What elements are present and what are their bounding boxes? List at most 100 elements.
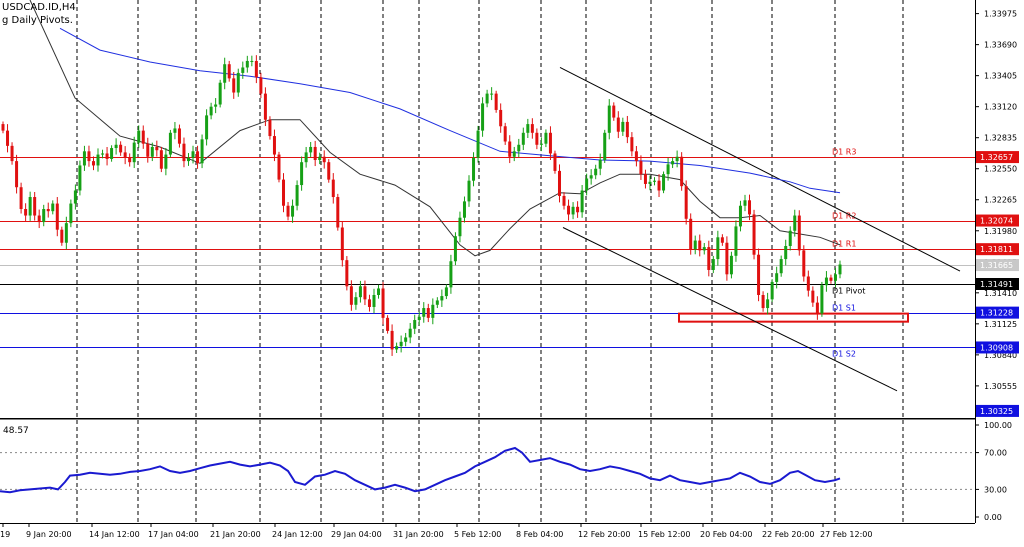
candle-body <box>671 161 675 165</box>
current-price-box <box>976 259 1019 272</box>
pivot-line-label: D1 Pivot <box>832 287 865 296</box>
candle-body <box>214 104 218 107</box>
candle-body <box>625 121 629 138</box>
candle-body <box>236 72 240 93</box>
candle-body <box>78 165 82 191</box>
candle-body <box>300 162 304 186</box>
axes <box>0 0 976 524</box>
rsi-tick-label: 100.00 <box>984 421 1012 430</box>
candle-body <box>132 142 136 163</box>
time-tick-label: 14 Jan 12:00 <box>89 530 140 539</box>
pivot-price-box-text: 1.31228 <box>980 309 1013 318</box>
candle-body <box>811 290 815 303</box>
time-tick-label: 22 Feb 20:00 <box>762 530 814 539</box>
candle-body <box>1 124 5 131</box>
indicator-title: g Daily Pivots. <box>2 15 73 26</box>
time-tick-label: 20 Feb 04:00 <box>700 530 752 539</box>
candle-body <box>738 205 742 227</box>
candle-body <box>666 164 670 175</box>
candle-body <box>467 180 471 202</box>
candle-body <box>838 264 842 275</box>
moving-averages <box>29 0 841 257</box>
candle-body <box>223 64 227 83</box>
candle-body <box>621 121 625 132</box>
candle-body <box>530 124 534 133</box>
candle-body <box>426 308 430 318</box>
candle-body <box>272 136 276 155</box>
candle-body <box>209 106 213 116</box>
candle-body <box>481 103 485 131</box>
candle-body <box>784 246 788 260</box>
candle-body <box>309 146 313 153</box>
candle-body <box>630 137 634 152</box>
candle-body <box>277 154 281 180</box>
candle-body <box>404 337 408 342</box>
candle-body <box>254 60 258 78</box>
candle-body <box>105 153 109 159</box>
price-tick-label: 1.31410 <box>984 289 1017 298</box>
pivot-line-label: D1 R1 <box>832 240 856 249</box>
candle-body <box>435 300 439 305</box>
rsi-value-label: 48.57 <box>3 426 29 436</box>
candle-body <box>766 299 770 309</box>
candle-body <box>675 156 679 162</box>
candle-body <box>616 117 620 132</box>
candle-body <box>684 186 688 219</box>
candle-body <box>594 168 598 176</box>
time-tick-label: 8 Feb 04:00 <box>516 530 563 539</box>
axis-labels: 1.33975 1.33690 1.33405 1.33120 1.32835 1.325… <box>0 10 1019 539</box>
candle-body <box>318 156 322 161</box>
candle-body <box>702 247 706 251</box>
candle-body <box>55 203 59 230</box>
bottom-price-box-text: 1.30325 <box>980 407 1013 416</box>
candle-body <box>295 185 299 206</box>
candle-body <box>662 174 666 191</box>
rsi-panel: 48.57 <box>0 418 975 494</box>
candle-body <box>123 152 127 158</box>
pivot-price-box-text: 1.31491 <box>980 280 1013 289</box>
candle-body <box>168 132 172 155</box>
grid <box>76 0 904 523</box>
time-tick-label: 15 Feb 12:00 <box>638 530 690 539</box>
candle-body <box>657 180 661 191</box>
candle-body <box>363 286 367 300</box>
candle-body <box>680 156 684 187</box>
time-tick-label: 21 Jan 20:00 <box>210 530 261 539</box>
candle-body <box>499 109 503 127</box>
candle-body <box>521 132 525 145</box>
candle-body <box>829 277 833 281</box>
candle-body <box>60 229 64 243</box>
pivot-line-label: D1 S2 <box>832 350 856 359</box>
candle-body <box>205 115 209 140</box>
support-zone <box>678 312 909 323</box>
candle-body <box>567 205 571 215</box>
candle-body <box>824 277 828 286</box>
time-tick-label: 12 Feb 20:00 <box>578 530 630 539</box>
candle-body <box>28 197 32 216</box>
candle-body <box>51 203 55 212</box>
candle-body <box>462 201 466 218</box>
channel-line <box>559 67 961 272</box>
pivot-price-box-text: 1.32657 <box>980 153 1013 162</box>
candle-body <box>42 209 46 223</box>
candle-body <box>349 286 353 305</box>
time-tick-label: 5 Feb 12:00 <box>454 530 501 539</box>
candle-body <box>802 250 806 277</box>
candle-body <box>539 143 543 145</box>
candle-body <box>128 157 132 163</box>
candle-body <box>367 299 371 307</box>
candle-body <box>729 255 733 275</box>
candle-body <box>91 161 95 166</box>
candle-body <box>331 179 335 198</box>
candle-body <box>268 119 272 137</box>
candle-body <box>386 317 390 331</box>
candle-body <box>10 145 14 162</box>
time-tick-label: 29 Jan 04:00 <box>331 530 382 539</box>
candle-body <box>422 308 426 317</box>
candle-body <box>6 130 10 146</box>
pivot-line-label: D1 R3 <box>832 148 856 157</box>
candle-body <box>345 260 349 287</box>
candle-body <box>37 215 41 223</box>
candle-body <box>562 195 566 206</box>
candle-body <box>263 93 267 120</box>
